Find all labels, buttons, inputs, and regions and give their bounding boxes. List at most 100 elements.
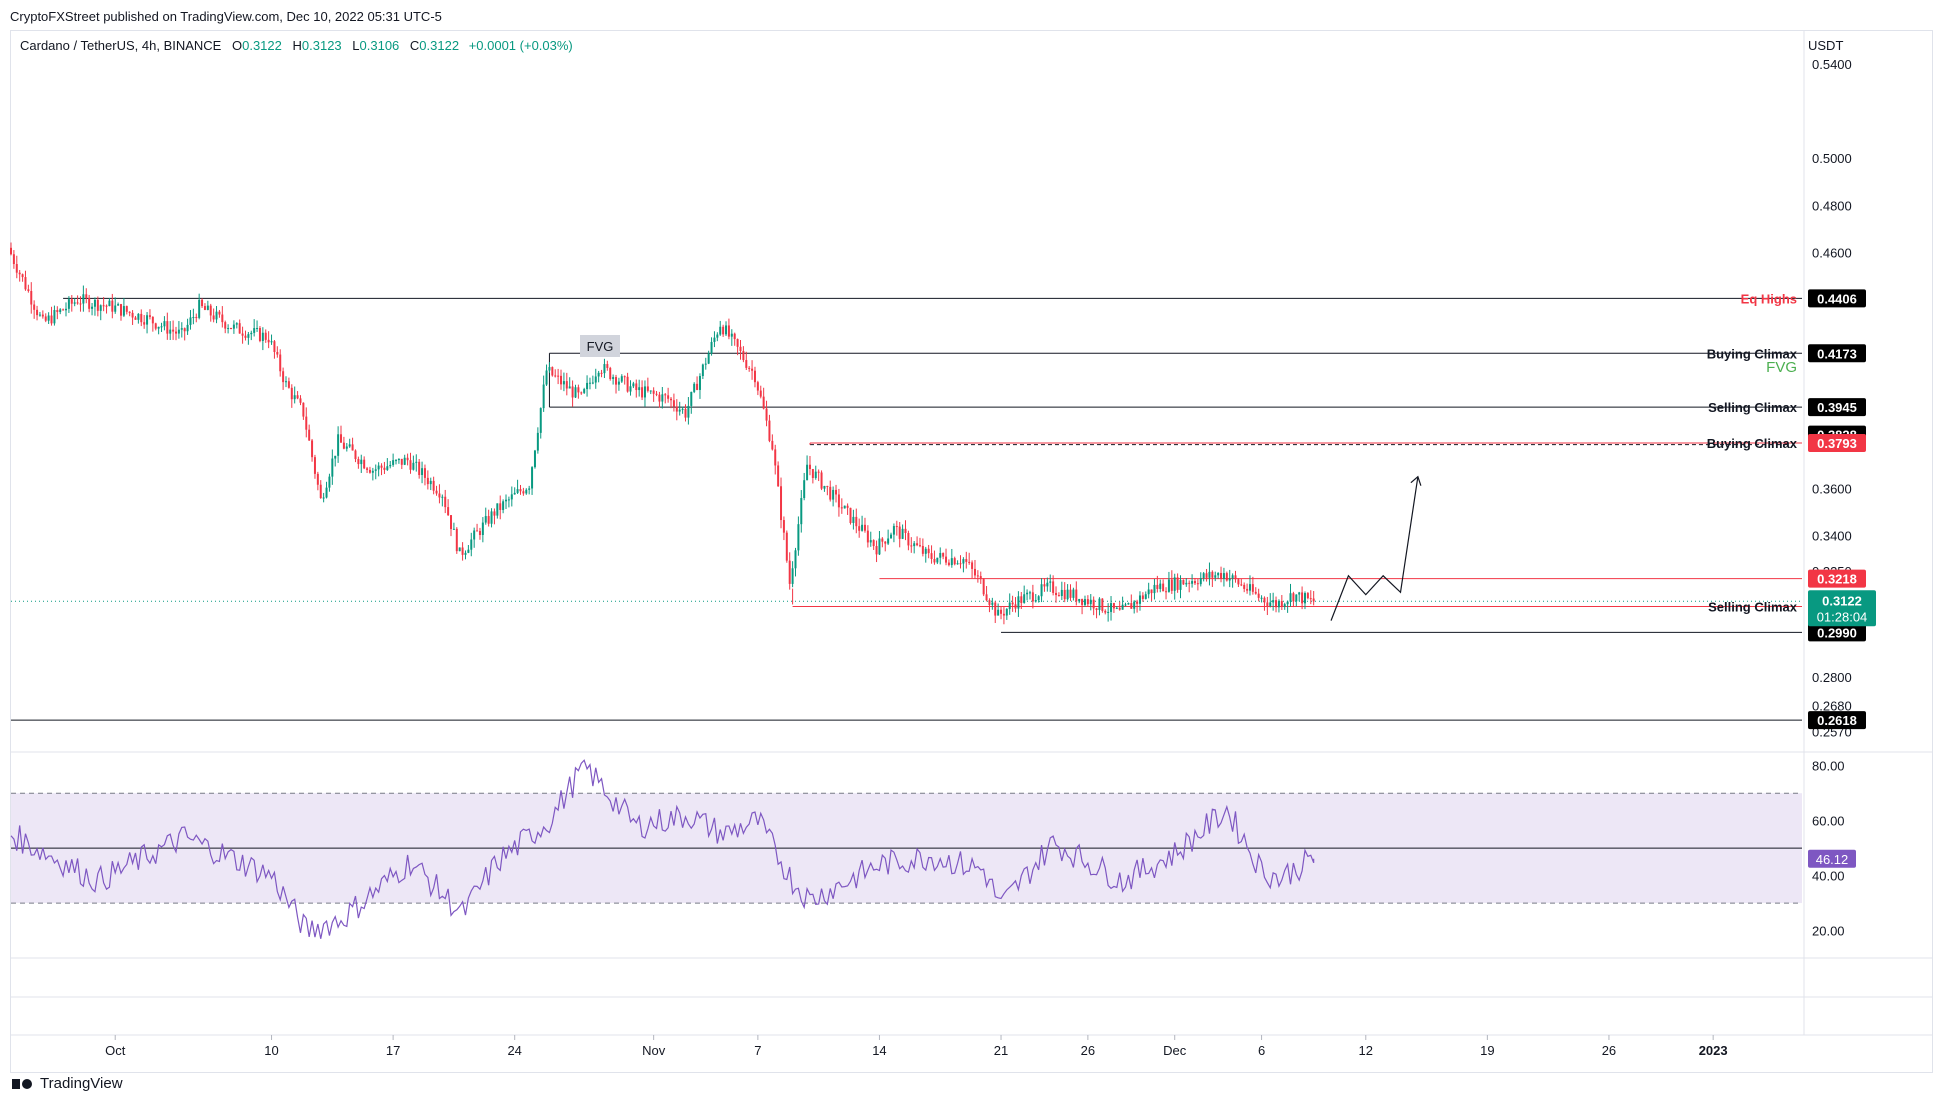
candle-body [1081,598,1084,605]
candle-body [927,548,930,554]
candle-body [230,328,233,330]
candle-body [1055,592,1058,596]
candle-body [1211,571,1214,578]
candle-body [698,376,701,390]
candle-body [340,434,343,443]
candle-body [1028,592,1031,594]
candle-body [551,367,554,376]
candle-body [397,458,400,461]
candle-body [855,516,858,527]
candle-body [24,277,27,290]
rsi-value-label: 46.12 [1816,852,1849,867]
price-level-box [1808,623,1866,642]
candle-body [1083,599,1086,605]
candle-body [1075,589,1078,602]
candle-body [189,317,192,325]
candle-body [293,395,296,400]
candle-body [96,299,99,311]
candle-body [250,332,253,335]
candle-body [1078,598,1081,602]
candle-body [736,339,739,347]
level-label: Eq Highs [1741,291,1797,306]
candle-body [1167,579,1170,592]
candle-body [93,299,96,307]
candle-body [1266,602,1269,606]
open-value: 0.3122 [242,38,282,53]
candle-body [869,540,872,543]
candle-body [994,602,997,616]
projection-arrowhead [1410,475,1422,486]
candle-body [467,549,470,553]
candle-body [342,442,345,449]
time-tick-label: 26 [1081,1043,1095,1058]
level-label: Selling Climax [1708,599,1798,614]
rsi-tick-label: 20.00 [1812,924,1845,939]
high-label: H [292,38,302,53]
candle-body [945,556,948,563]
candle-body [1309,598,1312,600]
time-tick-label: 21 [994,1043,1008,1058]
candle-body [649,390,652,392]
candle-body [881,538,884,542]
publisher-line: CryptoFXStreet published on TradingView.… [10,9,442,24]
candle-body [502,501,505,510]
price-level-box-label: 0.3218 [1817,572,1857,587]
candle-body [1098,598,1101,610]
chart-frame [10,30,1933,1073]
candle-body [814,471,817,478]
candle-body [276,351,279,355]
candle-body [117,304,120,306]
candle-body [1060,589,1063,597]
candle-body [41,314,44,317]
candle-body [499,503,502,510]
candle-body [53,310,56,324]
candle-body [478,530,481,536]
candle-body [395,460,398,462]
candle-body [782,520,785,533]
time-tick-label: 7 [754,1043,761,1058]
candle-body [942,553,945,557]
candle-body [308,429,311,441]
candle-body [154,323,157,329]
candle-body [1269,602,1272,606]
rsi-line[interactable] [10,759,1315,939]
candle-body [641,387,644,398]
candle-body [415,461,418,463]
candle-body [791,568,794,584]
candle-body [258,328,261,341]
candle-body [739,346,742,352]
candle-body [612,377,615,379]
candle-body [800,498,803,525]
candle-body [163,321,166,327]
candle-body [206,305,209,310]
candle-body [577,387,580,393]
candle-body [748,367,751,369]
candle-body [918,545,921,547]
time-tick-label: Nov [642,1043,666,1058]
candle-body [780,486,783,521]
time-tick-label: 26 [1602,1043,1616,1058]
candle-body [635,383,638,391]
candle-body [224,322,227,329]
candle-body [287,381,290,388]
candle-body [652,390,655,394]
tradingview-logo[interactable]: TradingView [12,1075,123,1092]
candle-body [1275,600,1278,608]
candle-body [244,335,247,338]
candle-body [441,496,444,498]
candle-body [212,315,215,320]
price-level-box-label: 0.3945 [1817,400,1857,415]
candle-body [820,472,823,489]
candle-body [965,559,968,562]
candle-body [1089,599,1092,605]
candle-body [311,440,314,458]
candle-body [12,254,15,265]
candle-body [1228,578,1231,581]
symbol-name[interactable]: Cardano / TetherUS, 4h, BINANCE [20,38,222,53]
candle-body [1202,573,1205,579]
candle-body [1162,583,1165,592]
candle-body [421,468,424,476]
time-tick-label: 24 [507,1043,521,1058]
candle-body [913,543,916,547]
